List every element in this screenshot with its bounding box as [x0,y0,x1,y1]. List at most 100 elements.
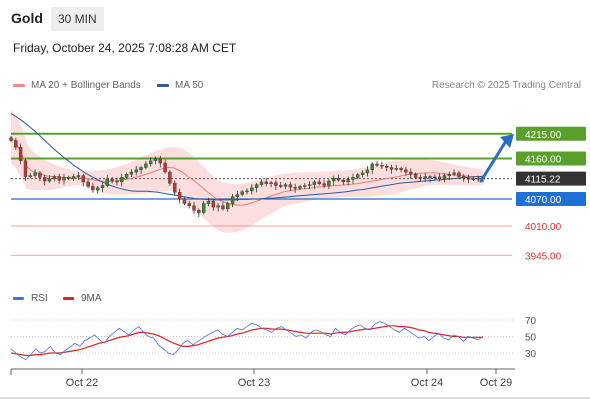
candle-body [62,177,66,181]
candle-body [346,178,350,183]
bollinger-band [11,109,483,233]
candle-body [360,172,365,175]
legend-9ma: 9MA [63,293,102,304]
legend-swatch [63,296,74,300]
candle-body [144,163,148,168]
candle-body [365,169,370,174]
candle-body [47,178,52,182]
candle-body [385,165,389,168]
candle-body [312,181,317,185]
candle-body [462,176,466,179]
candle-body [235,194,240,197]
candle-body [100,185,105,188]
x-tick-label: Oct 24 [411,377,443,389]
price-tag-label: 4160.00 [525,155,562,166]
candle-body [67,177,71,179]
support-label: 4010.00 [525,222,562,233]
candle-body [399,168,403,170]
candle-body [18,147,23,162]
candle-body [322,183,326,186]
candle-body [452,172,456,175]
instrument-title: Gold [11,10,43,26]
candle-body [124,174,129,178]
candle-body [240,191,244,195]
legend-swatch [13,296,24,300]
candle-body [71,176,76,179]
candle-body [418,177,423,179]
legend-swatch [13,83,25,87]
candle-body [9,137,13,141]
timeframe-button[interactable]: 30 MIN [51,7,104,31]
legend-label: 9MA [81,293,102,304]
candle-body [327,180,331,186]
price-tag-label: 4070.00 [525,195,562,206]
price-tag [516,126,586,141]
candle-body [303,185,307,187]
candle-body [380,165,384,167]
candle-body [250,187,254,192]
candle-body [317,181,321,184]
legend-label: MA 50 [175,80,204,91]
x-tick-label: Oct 29 [480,377,512,389]
candle-body [148,160,153,165]
candle-body [110,178,114,182]
forecast-arrow [479,139,508,183]
candle-body [259,181,264,185]
legend-ma20: MA 20 + Bollinger Bands [13,80,141,91]
candle-body [433,176,437,179]
legend-rsi: RSI [13,293,48,304]
price-tag-label: 4115.22 [525,175,561,186]
legend-ma50: MA 50 [157,80,203,91]
ma50-line [10,113,483,201]
candle-body [269,182,273,185]
candle-body [394,168,398,170]
candle-body [206,201,211,204]
candle-body [293,187,297,189]
candle-body [471,178,476,181]
legend-label: RSI [31,293,48,304]
candle-body [447,174,451,176]
candle-body [351,177,355,180]
candle-body [245,190,249,193]
candle-body [86,181,90,187]
candle-body [332,178,336,182]
candle-body [230,196,235,204]
candle-body [43,177,47,182]
candle-body [298,186,302,189]
price-tag [516,171,586,186]
candle-body [153,158,158,161]
candle-body [173,183,177,193]
support-label: 3945.00 [525,251,562,262]
candle-body [423,176,427,179]
candle-body [14,140,18,148]
candle-body [139,167,143,170]
candle-body [442,175,447,179]
candle-body [389,167,394,170]
candle-body [158,158,163,164]
candle-body [201,203,206,213]
candle-body [404,169,408,173]
candle-body [192,205,196,211]
candle-body [476,178,480,180]
candle-body [177,192,182,200]
price-tag [516,151,586,166]
candle-body [197,210,201,213]
candle-body [52,176,57,179]
candle-body [57,176,61,181]
candle-body [81,175,86,183]
candle-body [413,174,418,178]
timestamp: Friday, October 24, 2025 7:08:28 AM CET [13,41,237,55]
header-bar: Gold 30 MIN [0,0,590,36]
candle-body [129,171,134,175]
candle-body [28,175,32,177]
legend-swatch [157,83,169,87]
x-tick-label: Oct 23 [238,377,270,389]
legend-label: MA 20 + Bollinger Bands [31,80,141,91]
candle-body [134,169,138,173]
rsi-level-label: 30 [525,349,537,360]
candle-body [283,184,288,187]
candle-body [370,163,374,170]
arrow-head-icon [500,134,514,148]
